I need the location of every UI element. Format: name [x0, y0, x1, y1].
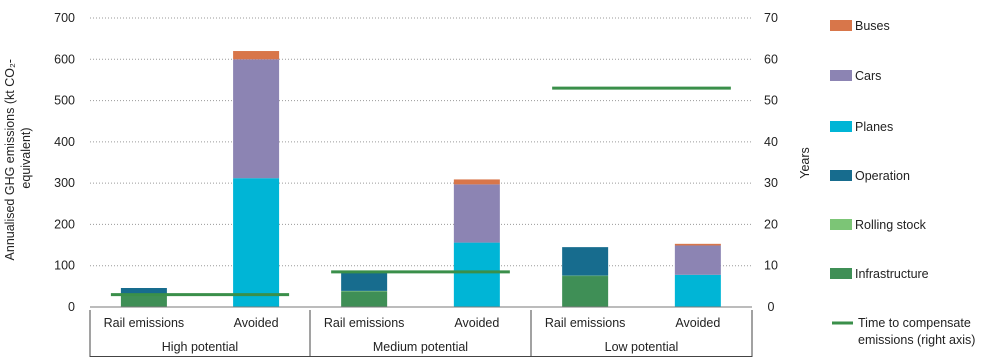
y-axis-label-line1: Annualised GHG emissions (kt CO₂- [3, 59, 17, 260]
bar-medium-potential-rail-emissions-operation [341, 270, 388, 291]
legend-label-rolling-stock: Rolling stock [855, 218, 927, 232]
x-category-label: Avoided [234, 316, 279, 330]
y2-tick-label: 10 [764, 259, 778, 273]
legend-swatch-rolling-stock [830, 219, 852, 230]
y2-tick-label: 40 [764, 135, 778, 149]
bar-medium-potential-avoided-cars [453, 184, 500, 243]
x-category-label: Rail emissions [324, 316, 405, 330]
y2-tick-label: 0 [768, 300, 775, 314]
bar-medium-potential-avoided-planes [453, 242, 500, 307]
legend-label-cars: Cars [855, 69, 881, 83]
y2-axis-label: Years [798, 147, 812, 179]
y-axis-right: 0 10 20 30 40 50 60 70 [764, 11, 778, 314]
x-category-label: Avoided [675, 316, 720, 330]
bar-low-potential-avoided-planes [674, 274, 721, 307]
y-tick-label: 400 [54, 135, 75, 149]
y2-tick-label: 20 [764, 217, 778, 231]
bar-low-potential-avoided-cars [674, 245, 721, 275]
y-tick-label: 200 [54, 217, 75, 231]
x-group-label: High potential [162, 340, 238, 354]
legend-swatch-cars [830, 70, 852, 81]
x-axis: Rail emissions Avoided High potential Rail … [89, 306, 753, 357]
legend-label-buses: Buses [855, 19, 890, 33]
bar-high-potential-avoided-planes [233, 178, 280, 307]
bar-medium-potential-rail-emissions-infrastructure [341, 291, 388, 307]
x-category-label: Avoided [454, 316, 499, 330]
y-axis-left: 0 100 200 300 400 500 600 700 [54, 11, 75, 314]
legend: Buses Cars Planes Operation Rolling stock Inf… [830, 19, 975, 347]
bar-high-potential-rail-emissions-infrastructure [120, 294, 167, 307]
y-axis-label-line2: equivalent) [19, 127, 33, 188]
x-category-label: Rail emissions [545, 316, 626, 330]
legend-label-time-to-compensate: emissions (right axis) [858, 333, 975, 347]
y-tick-label: 0 [68, 300, 75, 314]
gridlines [90, 17, 752, 267]
bar-high-potential-avoided-cars [233, 59, 280, 179]
bars [120, 51, 721, 307]
legend-swatch-infrastructure [830, 268, 852, 279]
bar-high-potential-rail-emissions-operation [120, 288, 167, 295]
y-tick-label: 600 [54, 52, 75, 66]
legend-swatch-operation [830, 170, 852, 181]
legend-label-time-to-compensate: Time to compensate [858, 316, 971, 330]
bar-low-potential-avoided-buses [674, 243, 721, 246]
bar-medium-potential-avoided-buses [453, 179, 500, 185]
y-tick-label: 100 [54, 259, 75, 273]
x-group-label: Medium potential [373, 340, 468, 354]
y-tick-label: 300 [54, 176, 75, 190]
x-group-label: Low potential [605, 340, 679, 354]
bar-low-potential-rail-emissions-infrastructure [562, 276, 609, 307]
line-series [110, 86, 731, 297]
y2-tick-label: 70 [764, 11, 778, 25]
bar-low-potential-rail-emissions-operation [562, 247, 609, 276]
legend-swatch-buses [830, 20, 852, 31]
y-tick-label: 500 [54, 94, 75, 108]
y-tick-label: 700 [54, 11, 75, 25]
legend-label-infrastructure: Infrastructure [855, 267, 929, 281]
y-axis-label: Annualised GHG emissions (kt CO₂- equiva… [3, 56, 33, 261]
y2-tick-label: 30 [764, 176, 778, 190]
legend-label-operation: Operation [855, 169, 910, 183]
y2-tick-label: 50 [764, 94, 778, 108]
legend-swatch-planes [830, 121, 852, 132]
bar-high-potential-avoided-buses [233, 51, 280, 60]
x-category-label: Rail emissions [104, 316, 185, 330]
y2-tick-label: 60 [764, 52, 778, 66]
legend-label-planes: Planes [855, 120, 893, 134]
